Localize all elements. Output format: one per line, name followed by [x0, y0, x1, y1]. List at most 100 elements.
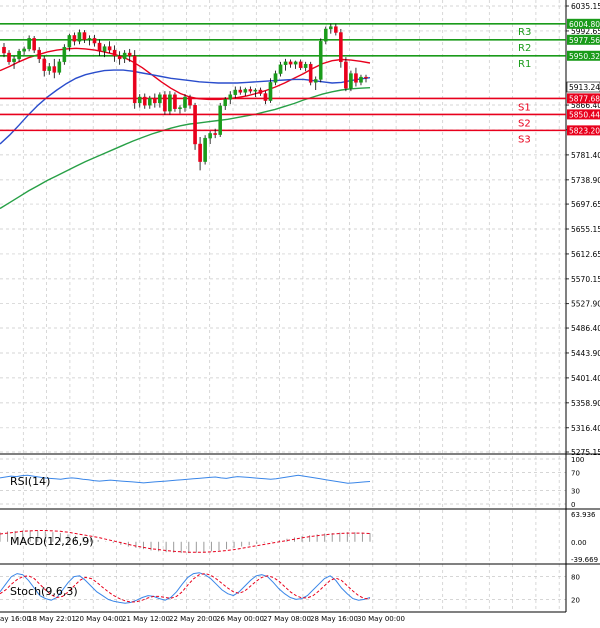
- candle-body: [137, 96, 142, 104]
- price-tick-label: 5992.65: [571, 27, 600, 36]
- candle-bearish: [334, 23, 338, 36]
- candle-bullish: [203, 135, 207, 165]
- candle-bullish: [253, 88, 258, 98]
- candle-body: [72, 35, 77, 42]
- candle-body: [268, 82, 273, 101]
- macd-tick-label: 63.936: [571, 511, 596, 519]
- candle-bearish: [163, 91, 167, 115]
- candle-bearish: [248, 86, 253, 94]
- candle-body: [17, 51, 21, 60]
- candle-body: [323, 28, 328, 42]
- time-axis-label: May 16:00: [0, 615, 31, 623]
- candle-body: [27, 38, 31, 50]
- level-name-r2: R2: [518, 43, 531, 54]
- candle-bullish: [77, 29, 82, 45]
- candle-body: [339, 32, 343, 63]
- candle-body: [77, 32, 82, 42]
- candle-body: [47, 66, 52, 71]
- candle-body: [62, 46, 67, 63]
- candle-bullish: [17, 48, 21, 62]
- candle-body: [52, 66, 57, 73]
- candle-bullish: [137, 94, 142, 108]
- candle-bullish: [349, 70, 353, 92]
- candle-body: [32, 38, 36, 51]
- candle-body: [42, 58, 47, 71]
- candle-bearish: [238, 86, 243, 95]
- rsi-grid: [0, 458, 566, 505]
- candle-body: [364, 76, 368, 79]
- level-tag-value: 6004.80: [569, 20, 600, 29]
- candle-body: [22, 48, 26, 52]
- candle-bearish: [188, 94, 192, 109]
- price-tick-label: 5401.40: [571, 374, 600, 383]
- candle-bearish: [97, 39, 102, 56]
- candle-body: [223, 99, 228, 107]
- rsi-axis-labels: 100 70 30 0: [571, 456, 584, 509]
- candle-bullish: [148, 95, 152, 109]
- level-name-s1: S1: [518, 102, 531, 113]
- candle-bullish: [359, 74, 363, 86]
- stoch-plot: [0, 572, 371, 604]
- candle-bearish: [288, 59, 293, 68]
- candle-bullish: [22, 46, 26, 55]
- candle-bearish: [198, 136, 202, 171]
- stoch-k-line: [0, 572, 371, 604]
- candle-bullish: [67, 33, 72, 52]
- level-tag-value: 5950.32: [569, 52, 600, 61]
- candle-bullish: [293, 60, 298, 69]
- rsi-tick-label: 70: [571, 470, 580, 478]
- candle-body: [248, 89, 253, 92]
- stoch-grid: [0, 576, 566, 600]
- candle-body: [218, 105, 222, 135]
- level-tag-value: 5850.44: [569, 110, 600, 119]
- candle-bullish: [283, 58, 288, 71]
- stoch-d-line: [0, 573, 370, 603]
- candle-body: [303, 63, 308, 68]
- price-tick-label: 5570.15: [571, 275, 600, 284]
- candle-body: [298, 61, 303, 68]
- candle-body: [308, 63, 313, 83]
- level-name-s3: S3: [518, 134, 531, 145]
- candle-body: [203, 137, 207, 162]
- rsi-title: RSI(14): [10, 475, 50, 488]
- macd-signal-line: [0, 530, 371, 553]
- candle-body: [92, 38, 97, 44]
- level-tag-value: 5877.68: [569, 94, 600, 103]
- candle-body: [183, 96, 187, 108]
- candle-bullish: [47, 63, 52, 75]
- candle-bearish: [72, 32, 77, 46]
- candle-bearish: [2, 43, 6, 58]
- time-axis-label: 27 May 08:00: [263, 615, 311, 623]
- candle-body: [82, 32, 87, 40]
- candle-bullish: [62, 44, 67, 65]
- candle-bearish: [308, 61, 313, 86]
- candle-body: [132, 55, 137, 104]
- candlesticks: [2, 23, 368, 171]
- time-axis-label: 22 May 20:00: [169, 615, 217, 623]
- candle-body: [334, 26, 338, 33]
- candle-bearish: [298, 59, 303, 71]
- candle-bullish: [183, 94, 187, 112]
- candle-bearish: [213, 128, 217, 139]
- candle-bearish: [263, 91, 268, 105]
- candle-bullish: [102, 44, 107, 58]
- ma-line-ma-medium: [0, 69, 371, 145]
- candle-body: [188, 96, 192, 106]
- candle-bearish: [153, 93, 157, 108]
- candle-body: [168, 94, 172, 112]
- candle-bullish: [313, 76, 318, 91]
- candle-bullish: [12, 55, 16, 69]
- candle-body: [283, 61, 288, 65]
- candle-bullish: [318, 38, 323, 83]
- candle-body: [163, 94, 167, 112]
- candle-body: [158, 94, 162, 104]
- candle-bullish: [228, 91, 233, 105]
- candle-body: [359, 76, 363, 83]
- candle-body: [12, 58, 16, 63]
- candle-body: [213, 133, 217, 135]
- stoch-axis-labels: 80 20: [571, 574, 580, 605]
- candle-body: [228, 94, 233, 100]
